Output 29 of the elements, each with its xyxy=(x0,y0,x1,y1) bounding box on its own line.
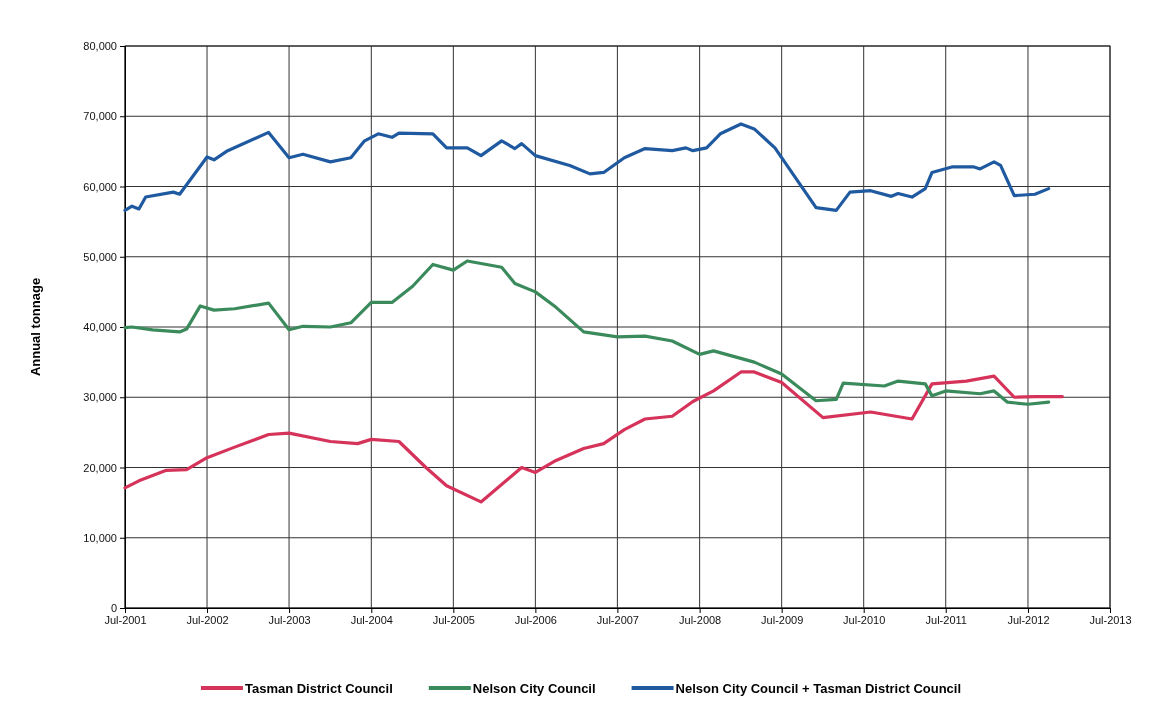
x-tick-label: Jul-2003 xyxy=(268,613,311,626)
x-tick-label: Jul-2004 xyxy=(350,613,393,626)
y-tick-label: 30,000 xyxy=(83,391,117,404)
x-tick-label: Jul-2001 xyxy=(104,613,147,626)
y-tick-label: 80,000 xyxy=(83,40,117,53)
y-tick-label: 40,000 xyxy=(83,321,117,334)
x-tick-label: Jul-2002 xyxy=(186,613,229,626)
x-tick-label: Jul-2009 xyxy=(761,613,804,626)
x-tick-label: Jul-2008 xyxy=(679,613,722,626)
x-tick-label: Jul-2005 xyxy=(432,613,475,626)
y-tick-label: 20,000 xyxy=(83,461,117,474)
legend-label: Nelson City Council + Tasman District Council xyxy=(675,680,962,696)
x-tick-label: Jul-2010 xyxy=(843,613,886,626)
y-tick-label: 10,000 xyxy=(83,531,117,544)
legend-label: Nelson City Council xyxy=(472,680,596,696)
x-tick-label: Jul-2006 xyxy=(514,613,557,626)
y-tick-label: 60,000 xyxy=(83,180,117,193)
x-tick-label: Jul-2007 xyxy=(596,613,639,626)
x-tick-label: Jul-2013 xyxy=(1089,613,1132,626)
x-tick-label: Jul-2011 xyxy=(925,613,967,626)
y-tick-label: 50,000 xyxy=(83,250,117,263)
y-tick-label: 70,000 xyxy=(83,110,117,123)
line-series xyxy=(123,259,1051,406)
y-axis-title: Annual tonnage xyxy=(28,277,43,377)
line-series xyxy=(123,122,1051,212)
line-series xyxy=(123,370,1064,504)
x-tick-label: Jul-2012 xyxy=(1007,613,1050,626)
legend-label: Tasman District Council xyxy=(244,680,393,696)
y-tick-label: 0 xyxy=(110,602,117,615)
